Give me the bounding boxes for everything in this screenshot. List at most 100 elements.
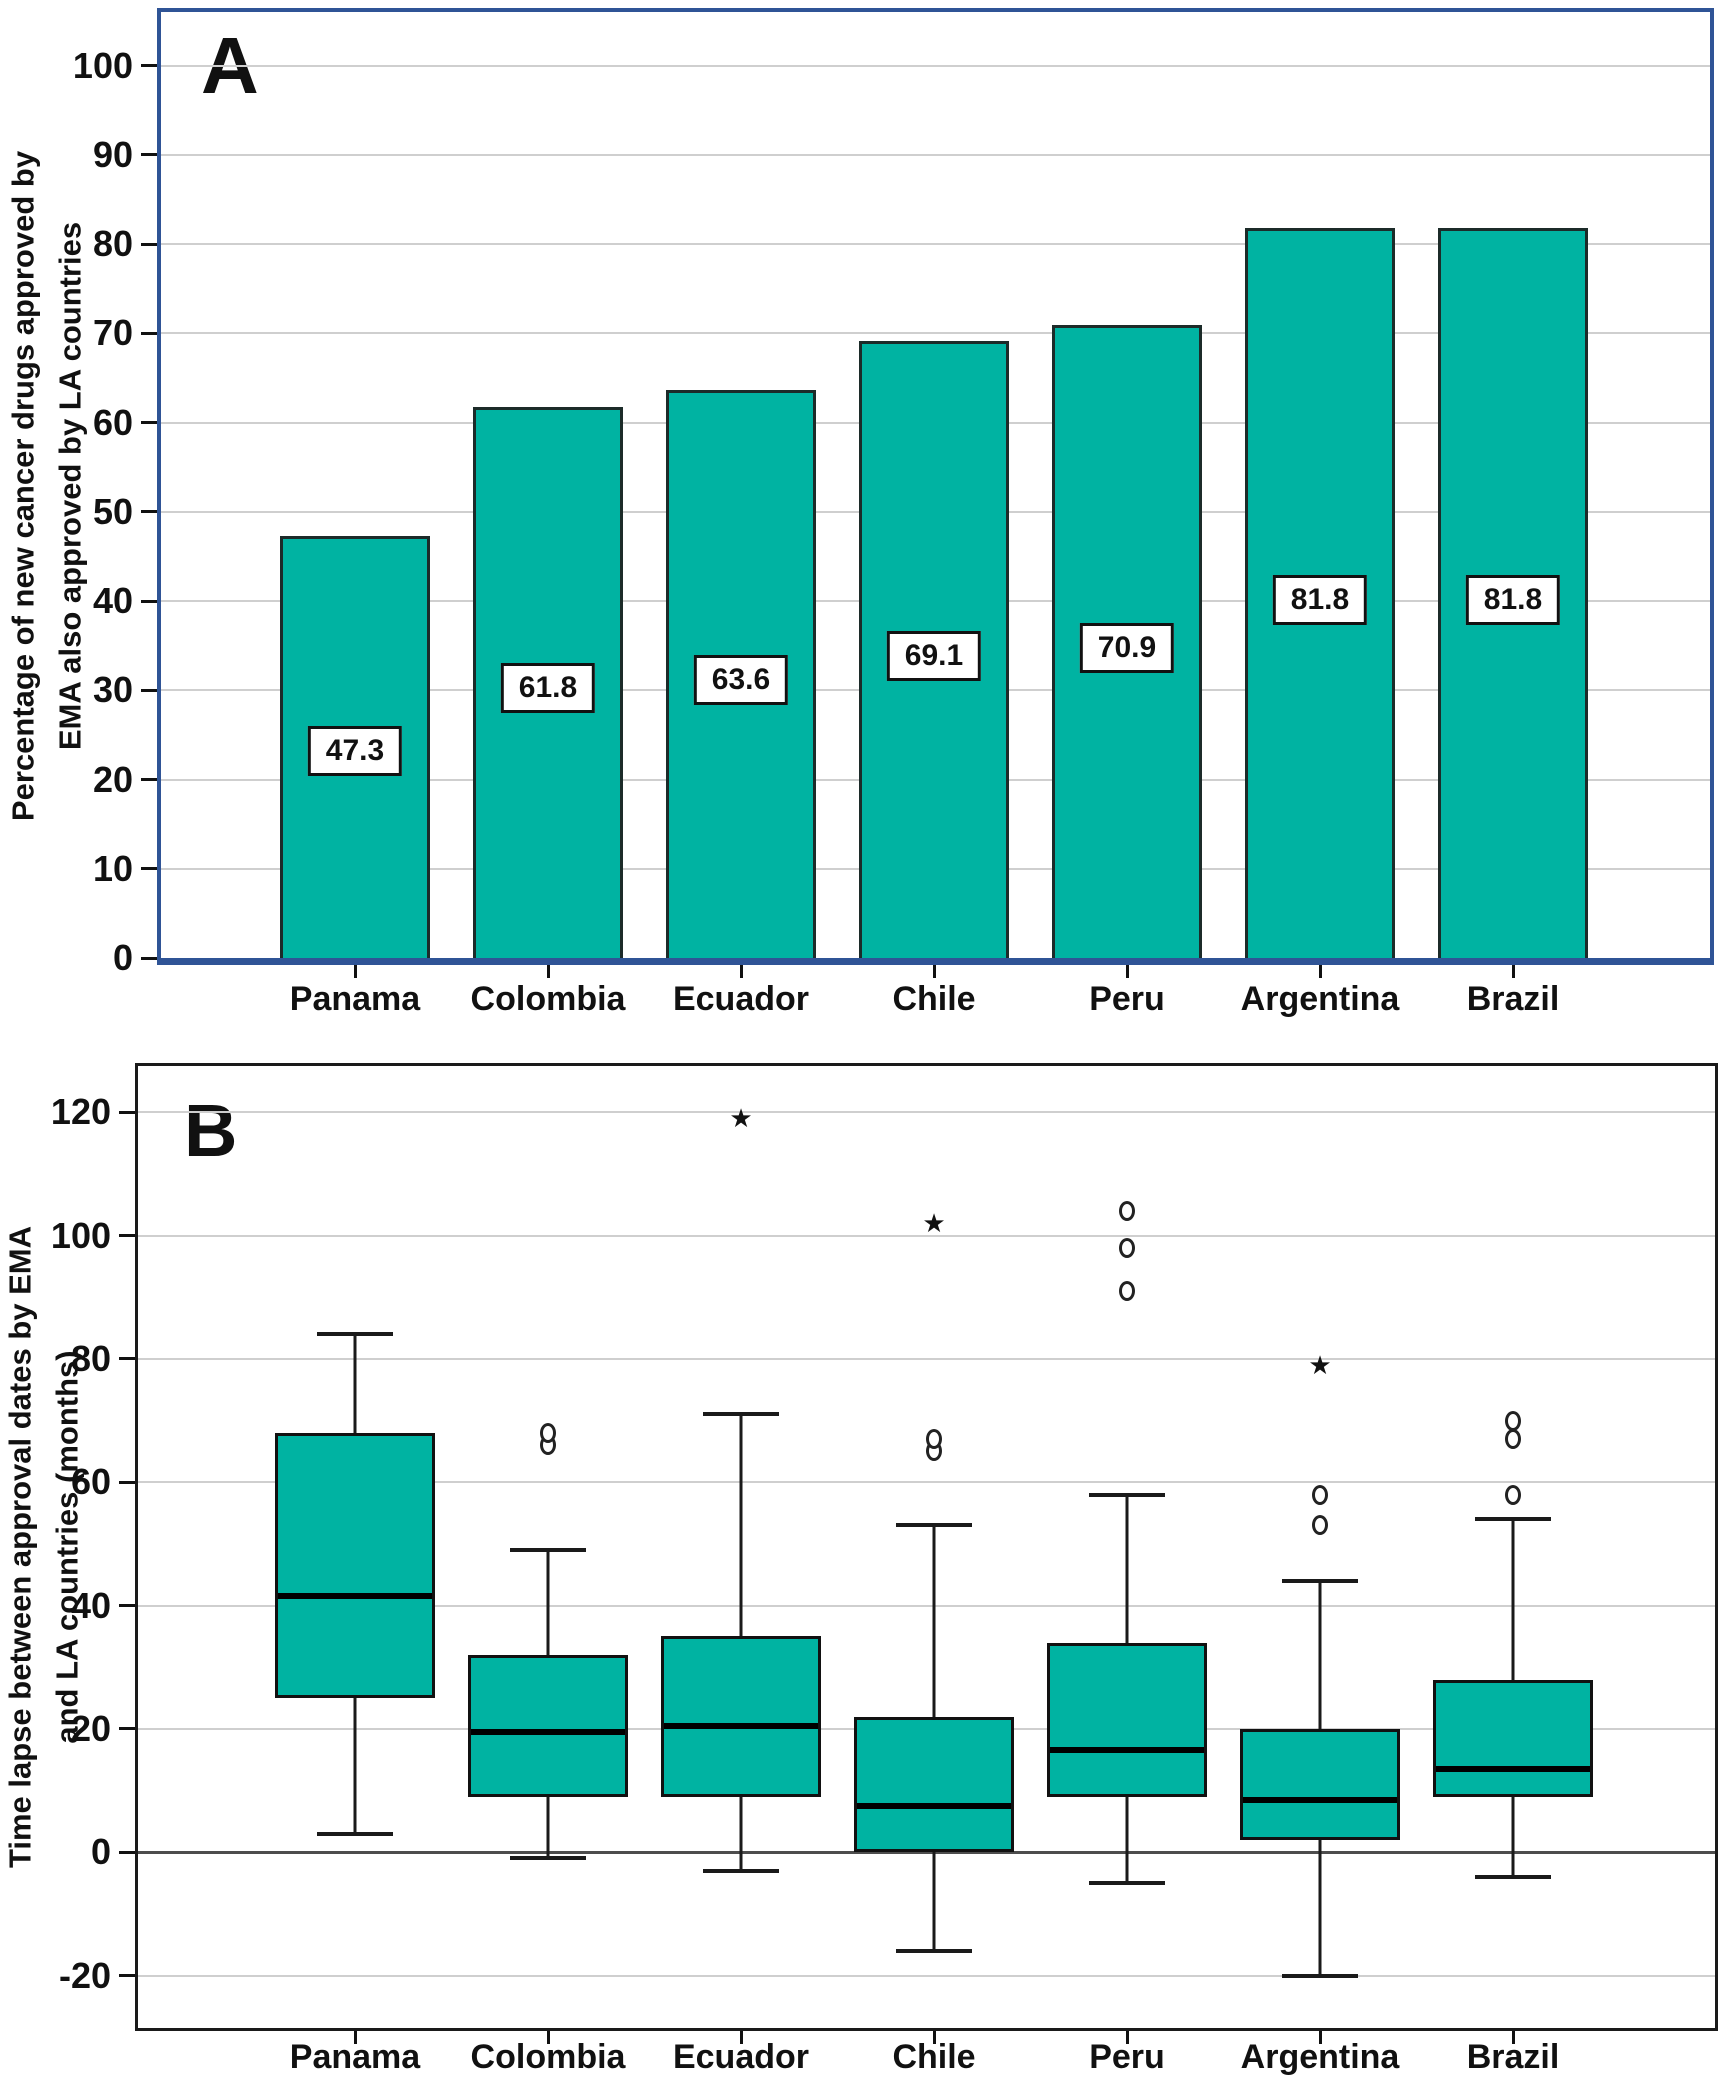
bar-value-label-ecuador: 63.6 bbox=[693, 654, 789, 705]
y-tick-label-b-0: 0 bbox=[90, 1831, 111, 1873]
bar-value-label-chile: 69.1 bbox=[886, 630, 982, 681]
x-label-a-colombia: Colombia bbox=[470, 980, 626, 1018]
y-tick-b-80 bbox=[119, 1357, 135, 1361]
median-line-peru bbox=[1050, 1747, 1204, 1754]
y-tick-a-0 bbox=[141, 956, 157, 960]
lower-whisker-argentina bbox=[1318, 1839, 1322, 1976]
min-cap-chile bbox=[896, 1948, 972, 1953]
x-label-a-chile: Chile bbox=[892, 980, 976, 1018]
y-tick-a-100 bbox=[141, 64, 157, 67]
outlier-circle-argentina-1 bbox=[1312, 1484, 1328, 1505]
y-tick-label-a-40: 40 bbox=[92, 580, 133, 621]
x-label-b-colombia: Colombia bbox=[470, 2038, 626, 2076]
max-cap-chile bbox=[896, 1523, 972, 1528]
x-tick-b-panama bbox=[353, 2031, 357, 2044]
panel-b-y-axis-title: Time lapse between approval dates by EMA… bbox=[0, 1226, 91, 1868]
x-label-a-brazil: Brazil bbox=[1466, 980, 1560, 1018]
gridline-a-80 bbox=[161, 243, 1710, 245]
gridline-a-100 bbox=[161, 64, 1710, 67]
outlier-circle-brazil-1 bbox=[1505, 1429, 1521, 1450]
y-tick-label-a-80: 80 bbox=[92, 223, 133, 264]
x-tick-b-peru bbox=[1125, 2031, 1129, 2044]
y-tick-a-70 bbox=[141, 331, 157, 335]
iqr-box-ecuador bbox=[661, 1636, 821, 1797]
bar-value-label-colombia: 61.8 bbox=[500, 662, 596, 713]
x-tick-a-brazil bbox=[1511, 965, 1515, 978]
y-tick-label-b--20: -20 bbox=[58, 1954, 111, 1996]
outlier-circle-brazil-2 bbox=[1505, 1410, 1521, 1431]
x-label-a-panama: Panama bbox=[289, 980, 421, 1018]
outlier-star-argentina-0: ★ bbox=[1308, 1350, 1332, 1381]
x-tick-a-argentina bbox=[1318, 965, 1322, 978]
panel-b-y-axis-title-line2: and LA countries (months) bbox=[49, 1350, 84, 1744]
gridline-a-90 bbox=[161, 153, 1710, 156]
y-tick-label-a-20: 20 bbox=[92, 758, 133, 800]
y-tick-b-100 bbox=[119, 1234, 135, 1238]
bar-value-label-brazil: 81.8 bbox=[1465, 575, 1561, 626]
lower-whisker-brazil bbox=[1511, 1796, 1515, 1877]
bar-value-label-argentina: 81.8 bbox=[1272, 575, 1368, 626]
y-tick-label-b-40: 40 bbox=[70, 1584, 111, 1626]
max-cap-brazil bbox=[1475, 1517, 1551, 1522]
panel-a-plot-area: A 47.3 61.8 63.6 69.1 70.9 81.8 81.8 bbox=[157, 8, 1714, 965]
y-tick-label-b-100: 100 bbox=[50, 1214, 111, 1256]
median-line-brazil bbox=[1436, 1765, 1590, 1772]
x-tick-b-ecuador bbox=[739, 2031, 743, 2044]
iqr-box-peru bbox=[1047, 1642, 1207, 1797]
x-label-b-argentina: Argentina bbox=[1240, 2038, 1400, 2076]
gridline-b-100 bbox=[138, 1234, 1715, 1237]
outlier-circle-brazil-0 bbox=[1505, 1484, 1521, 1505]
x-tick-a-chile bbox=[932, 965, 936, 978]
x-label-a-peru: Peru bbox=[1089, 980, 1165, 1018]
panel-b-y-axis-title-line1: Time lapse between approval dates by EMA bbox=[2, 1225, 38, 1869]
min-cap-panama bbox=[317, 1831, 393, 1836]
y-tick-b--20 bbox=[119, 1974, 135, 1978]
y-tick-b-0 bbox=[119, 1850, 135, 1854]
x-tick-a-peru bbox=[1125, 965, 1129, 978]
y-tick-a-20 bbox=[141, 778, 157, 781]
median-line-ecuador bbox=[664, 1722, 818, 1729]
y-tick-label-a-30: 30 bbox=[92, 669, 133, 711]
outlier-star-ecuador-0: ★ bbox=[729, 1103, 753, 1134]
y-tick-label-b-120: 120 bbox=[50, 1091, 111, 1133]
x-tick-a-panama bbox=[353, 965, 357, 978]
median-line-panama bbox=[278, 1593, 432, 1600]
y-tick-a-40 bbox=[141, 599, 157, 603]
outlier-circle-peru-0 bbox=[1119, 1281, 1135, 1302]
max-cap-panama bbox=[317, 1332, 393, 1337]
y-tick-a-10 bbox=[141, 867, 157, 871]
iqr-box-chile bbox=[854, 1716, 1014, 1853]
outlier-circle-colombia-1 bbox=[540, 1422, 556, 1443]
outlier-star-chile-0: ★ bbox=[922, 1208, 946, 1239]
upper-whisker-colombia bbox=[546, 1550, 550, 1655]
y-tick-label-b-20: 20 bbox=[70, 1707, 111, 1749]
y-tick-b-40 bbox=[119, 1604, 135, 1608]
panel-b-plot-area: B ★ ★ ★ bbox=[135, 1063, 1718, 2031]
outlier-circle-argentina-0 bbox=[1312, 1515, 1328, 1536]
gridline-a-70 bbox=[161, 332, 1710, 335]
y-tick-label-a-10: 10 bbox=[92, 847, 133, 889]
x-label-b-ecuador: Ecuador bbox=[672, 2038, 810, 2076]
upper-whisker-ecuador bbox=[739, 1414, 743, 1637]
iqr-box-panama bbox=[275, 1432, 435, 1699]
x-label-a-ecuador: Ecuador bbox=[672, 980, 810, 1018]
max-cap-argentina bbox=[1282, 1578, 1358, 1583]
x-label-b-chile: Chile bbox=[892, 2038, 976, 2076]
y-tick-label-a-100: 100 bbox=[72, 44, 133, 86]
y-tick-b-60 bbox=[119, 1480, 135, 1484]
x-label-a-argentina: Argentina bbox=[1240, 980, 1400, 1018]
bar-value-label-peru: 70.9 bbox=[1079, 623, 1175, 673]
outlier-circle-peru-1 bbox=[1119, 1237, 1135, 1258]
y-tick-label-a-0: 0 bbox=[112, 937, 133, 978]
y-tick-label-b-80: 80 bbox=[70, 1337, 111, 1379]
x-tick-b-chile bbox=[932, 2031, 936, 2044]
y-tick-a-80 bbox=[141, 242, 157, 246]
y-tick-label-b-60: 60 bbox=[70, 1461, 111, 1503]
gridline-b-120 bbox=[138, 1111, 1715, 1114]
max-cap-peru bbox=[1089, 1492, 1165, 1497]
x-tick-b-brazil bbox=[1511, 2031, 1515, 2044]
outlier-circle-chile-1 bbox=[926, 1429, 942, 1450]
min-cap-peru bbox=[1089, 1881, 1165, 1886]
